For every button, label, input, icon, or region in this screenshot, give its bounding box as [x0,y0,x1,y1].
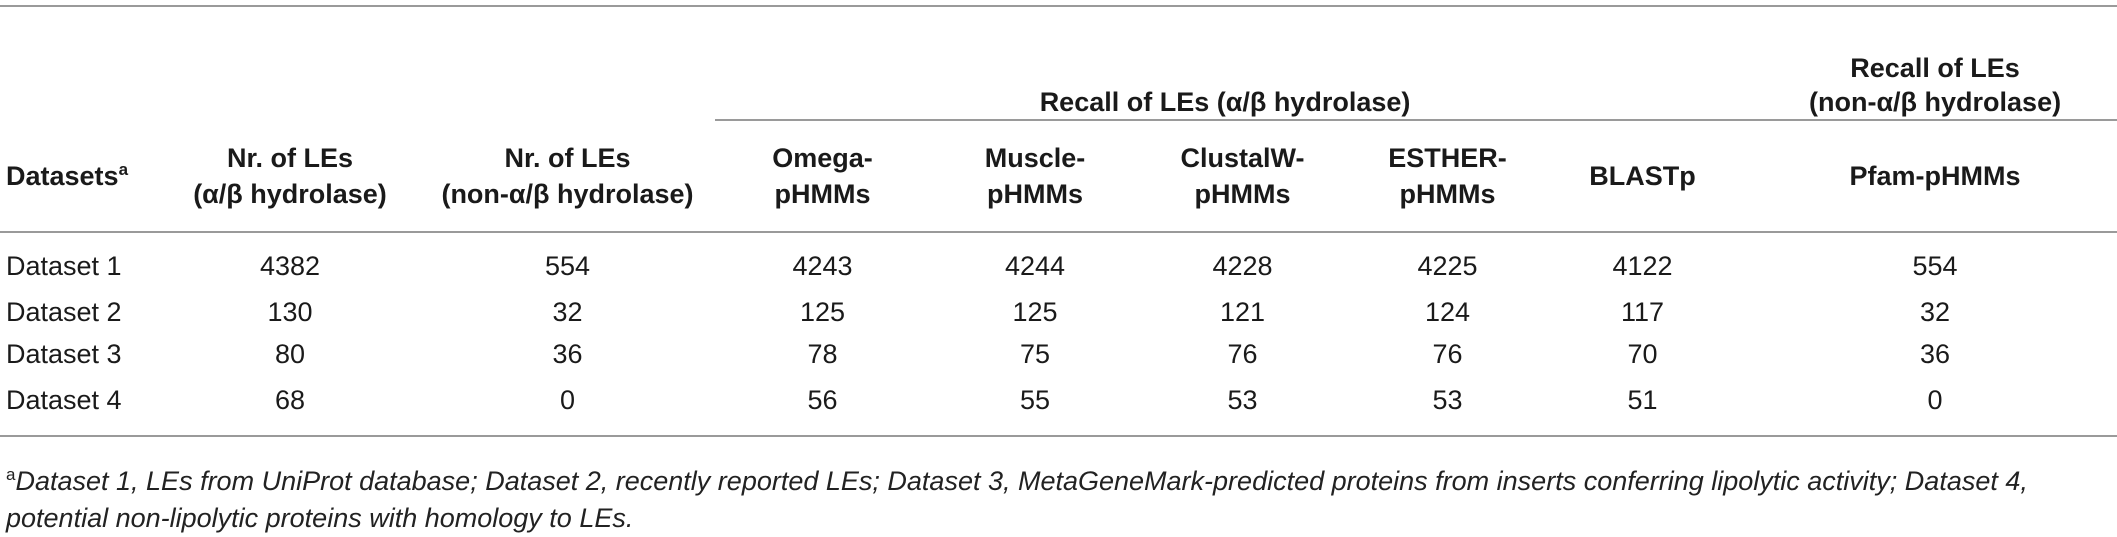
table-cell: 4382 [259,250,321,281]
column-header-muscle-phmms: Muscle- pHMMs [930,120,1140,232]
column-header-row: Datasetsa Nr. of LEs (α/β hydrolase) Nr.… [0,120,2117,232]
group-header-spacer [0,6,715,120]
column-header-clustalw-phmms: ClustalW- pHMMs [1140,120,1345,232]
table-cell: 125 [1012,296,1058,327]
column-header-line1: ClustalW- [1180,143,1305,173]
column-header-line1: Nr. of LEs [226,142,354,173]
table-cell: 124 [1424,296,1471,327]
column-header-line2: pHMMs [774,179,871,209]
table-cell: 36 [1920,338,1951,369]
table-cell-dataset: Dataset 2 [6,296,122,327]
table-cell: 117 [1621,296,1665,327]
table-cell: 0 [559,384,576,415]
table-cell: 4225 [1417,250,1478,281]
table-cell: 56 [807,384,838,415]
table-cell: 78 [807,338,838,369]
table-cell-dataset: Dataset 4 [6,384,122,415]
column-header-line1: Pfam-pHMMs [1849,161,2021,191]
table-row: Dataset 2 130 32 125 125 121 124 117 32 [0,291,2117,333]
table-cell: 554 [544,250,591,281]
table-cell: 53 [1227,384,1258,415]
column-header-line1: Omega- [772,143,873,173]
column-header-omega-phmms: Omega- pHMMs [715,120,930,232]
table-row: Dataset 1 4382 554 4243 4244 4228 4225 4… [0,232,2117,291]
column-header-line2: pHMMs [1194,179,1291,209]
table-cell: 51 [1627,384,1658,415]
column-header-nr-les-non-ab: Nr. of LEs (non-α/β hydrolase) [420,120,715,232]
table-cell: 4228 [1212,250,1273,281]
column-header-line1: BLASTp [1589,161,1696,191]
group-header-non-ab-line1: Recall of LEs [1850,53,2020,83]
table-cell: 70 [1627,338,1658,369]
table-cell: 68 [274,384,306,415]
column-header-datasets: Datasetsa [0,120,160,232]
column-header-line2: pHMMs [987,179,1083,209]
table-cell: 80 [274,338,306,369]
table-cell: 4243 [792,250,853,281]
table-cell: 130 [267,296,313,327]
table-cell-dataset: Dataset 1 [6,250,122,281]
column-header-line2: pHMMs [1399,179,1496,209]
table-cell: 554 [1912,250,1958,281]
table-footnote: aDataset 1, LEs from UniProt database; D… [6,463,2106,537]
table-cell: 0 [1927,384,1943,415]
footnote-marker: a [6,465,16,484]
table-cell: 36 [552,338,583,369]
column-header-pfam-phmms: Pfam-pHMMs [1735,120,2117,232]
table-cell: 55 [1019,384,1051,415]
column-header-nr-les-ab: Nr. of LEs (α/β hydrolase) [160,120,420,232]
results-table: Recall of LEs (α/β hydrolase) Recall of … [0,5,2117,437]
table-cell: 121 [1219,296,1266,327]
column-header-line2: (non-α/β hydrolase) [441,178,694,209]
table-cell: 76 [1227,338,1258,369]
table-cell: 125 [799,296,846,327]
table-row: Dataset 3 80 36 78 75 76 76 70 36 [0,333,2117,375]
column-header-label: Datasets [6,160,119,191]
column-header-line1: Nr. of LEs [504,142,631,173]
column-header-line2: (α/β hydrolase) [193,178,387,209]
column-header-line1: Muscle- [984,143,1086,173]
group-header-non-ab-line2: (non-α/β hydrolase) [1809,87,2062,117]
group-header-non-ab-hydrolase: Recall of LEs (non-α/β hydrolase) [1735,6,2117,121]
column-header-line1: ESTHER- [1388,143,1507,173]
table-cell: 76 [1432,338,1463,369]
footnote-text: Dataset 1, LEs from UniProt database; Da… [6,466,2028,533]
group-header-row: Recall of LEs (α/β hydrolase) Recall of … [0,6,2117,121]
table-cell: 4244 [1004,250,1066,281]
table-cell: 32 [1920,296,1951,327]
table-cell-dataset: Dataset 3 [6,338,122,369]
table-row: Dataset 4 68 0 56 55 53 53 51 0 [0,375,2117,436]
group-header-ab-hydrolase: Recall of LEs (α/β hydrolase) [715,6,1736,121]
column-header-esther-phmms: ESTHER- pHMMs [1345,120,1550,232]
table-cell: 53 [1432,384,1463,415]
column-header-blastp: BLASTp [1550,120,1735,232]
table-cell: 75 [1019,338,1051,369]
table-cell: 4122 [1612,250,1673,281]
footnote-marker: a [118,159,129,179]
group-header-ab-label: Recall of LEs (α/β hydrolase) [1039,87,1411,117]
table-cell: 32 [552,296,583,327]
